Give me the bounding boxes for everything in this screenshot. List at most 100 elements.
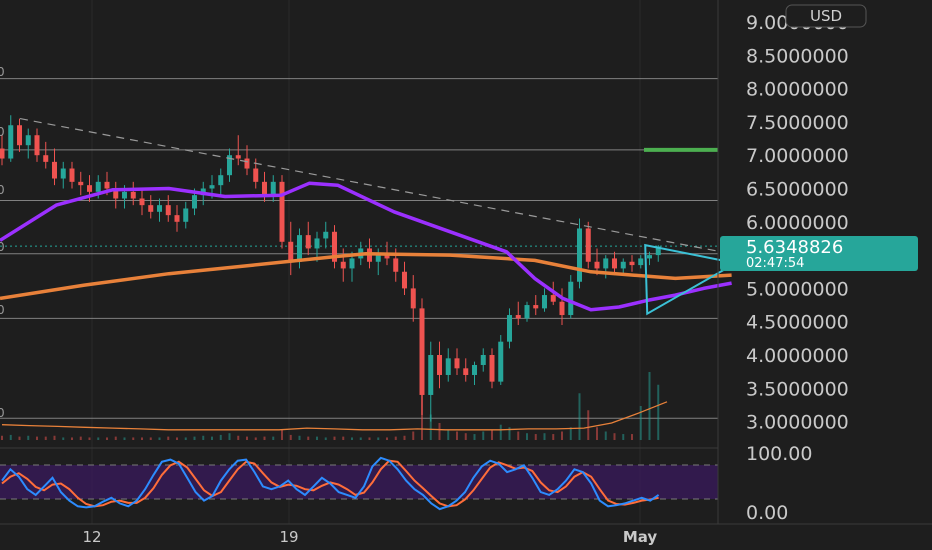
volume-bar bbox=[289, 434, 292, 440]
candle-body bbox=[629, 261, 635, 266]
candle-body bbox=[445, 358, 451, 375]
candle-body bbox=[332, 231, 337, 262]
candle-body bbox=[568, 281, 574, 316]
stoch-k-line bbox=[1, 456, 660, 511]
candle-body bbox=[620, 261, 626, 269]
osc-label-0: 0.00 bbox=[746, 502, 788, 524]
last-price-badge-bg bbox=[720, 236, 918, 271]
candle-body bbox=[165, 205, 171, 216]
volume-bar bbox=[246, 436, 248, 440]
volume-bar bbox=[316, 436, 318, 440]
volume-ma-line bbox=[1, 401, 668, 431]
volume-bar bbox=[44, 436, 47, 440]
volume-bar bbox=[237, 435, 240, 440]
volume-bar bbox=[228, 433, 231, 440]
volume-bar bbox=[1, 435, 3, 440]
price-label: 7.0000000 bbox=[746, 145, 849, 167]
date-label-12: 12 bbox=[82, 528, 101, 546]
candle-body bbox=[349, 258, 355, 269]
volume-bar bbox=[149, 437, 152, 440]
volume-bar bbox=[508, 427, 511, 440]
candle-body bbox=[69, 168, 75, 182]
volume-bar bbox=[123, 437, 126, 440]
candle-body bbox=[585, 228, 591, 262]
candle-body bbox=[340, 261, 346, 269]
volume-bar bbox=[53, 435, 56, 440]
candle-body bbox=[262, 181, 267, 196]
candle-body bbox=[78, 181, 84, 186]
oscillator-pane bbox=[0, 447, 718, 511]
stochastic-lines bbox=[1, 456, 660, 511]
volume-bar bbox=[281, 429, 283, 440]
candle-body bbox=[498, 341, 504, 382]
left-edge-tick: 0 bbox=[0, 406, 5, 420]
candle-body bbox=[542, 295, 547, 309]
date-label-19: 19 bbox=[279, 528, 298, 546]
candle-body bbox=[235, 155, 241, 159]
candle-body bbox=[550, 295, 556, 302]
candle-body bbox=[122, 191, 127, 199]
volume-bar bbox=[307, 436, 310, 440]
candle-body bbox=[314, 238, 320, 249]
volume-bar bbox=[394, 436, 397, 440]
currency-button-label[interactable]: USD bbox=[810, 7, 842, 25]
drawings[interactable] bbox=[19, 117, 739, 316]
candle-body bbox=[227, 155, 232, 176]
volume-bar bbox=[272, 436, 275, 440]
volume-bar bbox=[622, 434, 625, 440]
volume-bar bbox=[342, 436, 345, 440]
candle-body bbox=[472, 364, 477, 375]
candle-body bbox=[507, 315, 512, 342]
candle-body bbox=[454, 358, 460, 369]
candle-body bbox=[647, 255, 652, 259]
volume-bar bbox=[438, 423, 441, 440]
candle-body bbox=[17, 125, 22, 146]
candle-body bbox=[87, 185, 92, 192]
candle-body bbox=[603, 258, 609, 269]
last-price-value: 5.6348826 bbox=[746, 237, 843, 258]
volume-bar bbox=[132, 437, 135, 440]
volume-bar bbox=[456, 431, 458, 440]
volume-bar bbox=[71, 437, 73, 440]
candle-body bbox=[524, 305, 530, 319]
left-edge-tick: 0 bbox=[0, 303, 5, 317]
volume-bar bbox=[359, 437, 362, 440]
volume-bar bbox=[386, 437, 388, 440]
candle-body bbox=[8, 125, 14, 159]
osc-label-100: 100.00 bbox=[746, 443, 812, 465]
volume-bar bbox=[473, 434, 476, 440]
volume-bar bbox=[27, 435, 30, 440]
volume-bar bbox=[561, 431, 563, 440]
candle-body bbox=[419, 308, 425, 395]
volume-bar bbox=[403, 435, 406, 440]
volume-bar bbox=[587, 410, 590, 440]
volume-bar bbox=[79, 436, 82, 440]
price-label: 5.0000000 bbox=[746, 278, 849, 300]
price-label: 7.5000000 bbox=[746, 112, 849, 134]
candle-body bbox=[0, 148, 5, 159]
candle-body bbox=[384, 255, 390, 259]
date-label-may: May bbox=[623, 528, 658, 546]
volume-bar bbox=[106, 437, 108, 440]
volume-bar bbox=[324, 437, 327, 440]
price-label: 3.0000000 bbox=[746, 412, 849, 434]
left-edge-ticks: 0 0 0 0 0 0 bbox=[0, 65, 5, 420]
candle-body bbox=[463, 368, 469, 375]
candle-body bbox=[60, 168, 66, 179]
candle-body bbox=[95, 181, 101, 192]
candle-body bbox=[594, 261, 600, 269]
volume-bar bbox=[464, 433, 467, 440]
currency-button-frame[interactable] bbox=[785, 4, 867, 28]
time-scale[interactable]: 12 19 May bbox=[0, 523, 932, 546]
candle-body bbox=[270, 181, 276, 196]
currency-button[interactable]: USD bbox=[785, 4, 867, 28]
volume-bar bbox=[377, 437, 380, 440]
price-label: 8.0000000 bbox=[746, 79, 849, 101]
candles[interactable] bbox=[0, 115, 661, 422]
candle-body bbox=[515, 315, 521, 319]
candle-body bbox=[192, 195, 197, 209]
volume-bar bbox=[491, 429, 493, 440]
left-edge-tick: 0 bbox=[0, 65, 5, 79]
candle-body bbox=[43, 155, 49, 162]
